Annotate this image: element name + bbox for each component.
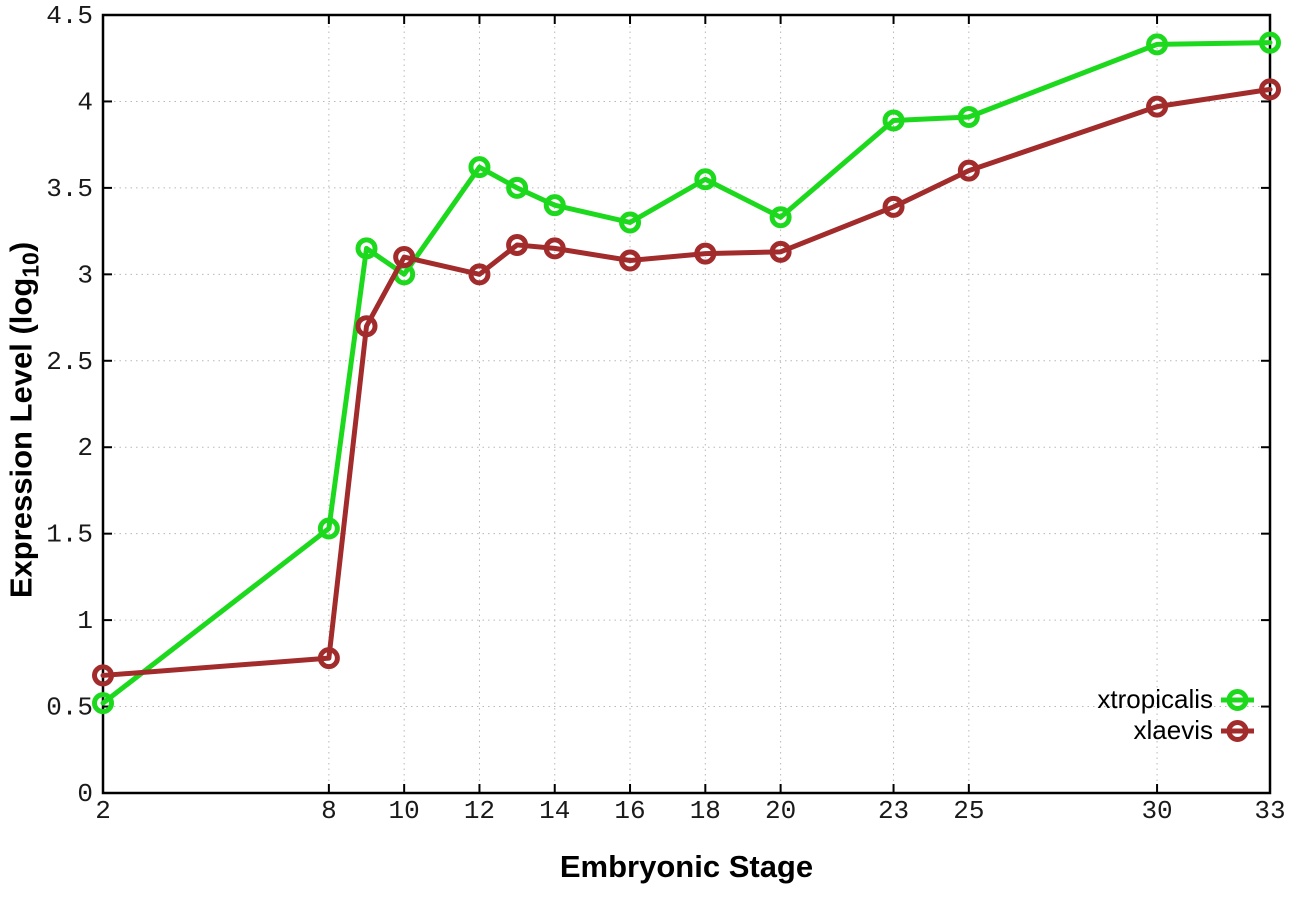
data-point-xlaevis-10	[393, 246, 416, 269]
y-tick-label: 0.5	[46, 693, 93, 723]
data-point-xlaevis-23	[882, 195, 905, 218]
data-point-xlaevis-16	[619, 249, 642, 272]
data-point-xtropicalis-8	[317, 517, 340, 540]
x-tick-label: 33	[1254, 796, 1285, 826]
y-tick-label: 4	[77, 87, 93, 117]
data-point-xtropicalis-25	[957, 106, 980, 129]
y-axis-title: Expression Level (log10)	[4, 242, 45, 598]
data-point-xlaevis-12	[468, 263, 491, 286]
x-tick-label: 2	[95, 796, 111, 826]
data-point-xlaevis-13	[506, 233, 529, 256]
gridlines	[103, 15, 1270, 793]
x-tick-label: 12	[464, 796, 495, 826]
data-point-xtropicalis-30	[1146, 33, 1169, 56]
data-point-xtropicalis-33	[1259, 31, 1281, 54]
y-tick-labels: 0 0.5 1 1.5 2 2.5 3 3.5 4 4.5	[46, 1, 93, 809]
x-tick-label: 10	[389, 796, 420, 826]
data-point-xlaevis-25	[957, 159, 980, 182]
data-point-xtropicalis-12	[468, 156, 491, 179]
x-tick-label: 18	[690, 796, 721, 826]
data-point-xlaevis-8	[317, 647, 340, 670]
x-tick-label: 25	[953, 796, 984, 826]
x-tick-label: 20	[765, 796, 796, 826]
y-axis-title-suffix: )	[3, 241, 39, 253]
data-point-xlaevis-14	[543, 237, 566, 260]
data-point-xlaevis-20	[769, 240, 792, 263]
y-axis-title-text: Expression Level (log	[3, 277, 39, 599]
x-tick-label: 16	[614, 796, 645, 826]
data-point-xtropicalis-18	[694, 168, 717, 191]
data-point-xtropicalis-16	[619, 211, 642, 234]
x-tick-label: 8	[321, 796, 337, 826]
y-tick-label: 1	[77, 606, 93, 636]
y-tick-label: 4.5	[46, 1, 93, 31]
y-tick-label: 2.5	[46, 347, 93, 377]
legend-label-xtropicalis: xtropicalis	[1097, 684, 1213, 714]
y-tick-label: 3.5	[46, 174, 93, 204]
data-point-xlaevis-18	[694, 242, 717, 265]
data-point-xtropicalis-13	[506, 176, 529, 199]
x-tick-label: 30	[1141, 796, 1172, 826]
y-tick-label: 1.5	[46, 520, 93, 550]
plot-border	[101, 13, 1272, 795]
x-tick-labels: 2 8 10 12 14 16 18 20 23 25 30 33	[95, 796, 1285, 826]
data-point-xtropicalis-2	[92, 692, 114, 715]
x-tick-label: 14	[539, 796, 570, 826]
y-tick-label: 0	[77, 779, 93, 809]
data-point-xtropicalis-9	[355, 237, 378, 260]
data-point-xlaevis-2	[92, 664, 114, 687]
y-axis-title-subscript: 10	[17, 252, 44, 278]
data-point-xtropicalis-14	[543, 194, 566, 217]
tick-marks	[102, 14, 1271, 794]
y-tick-label: 3	[77, 260, 93, 290]
x-tick-label: 23	[878, 796, 909, 826]
legend-sample-marker-xtropicalis	[1226, 689, 1249, 711]
data-point-xtropicalis-23	[882, 109, 905, 132]
series-line-xlaevis	[100, 86, 1273, 678]
x-axis-title: Embryonic Stage	[559, 849, 814, 884]
data-point-xtropicalis-20	[769, 206, 792, 229]
series-line-xtropicalis	[100, 40, 1273, 706]
data-point-xlaevis-30	[1146, 95, 1169, 118]
data-point-xlaevis-33	[1259, 78, 1281, 101]
data-point-xlaevis-9	[355, 315, 378, 338]
y-tick-label: 2	[77, 433, 93, 463]
legend-label-xlaevis: xlaevis	[1134, 715, 1213, 745]
legend-sample-marker-xlaevis	[1226, 720, 1249, 742]
